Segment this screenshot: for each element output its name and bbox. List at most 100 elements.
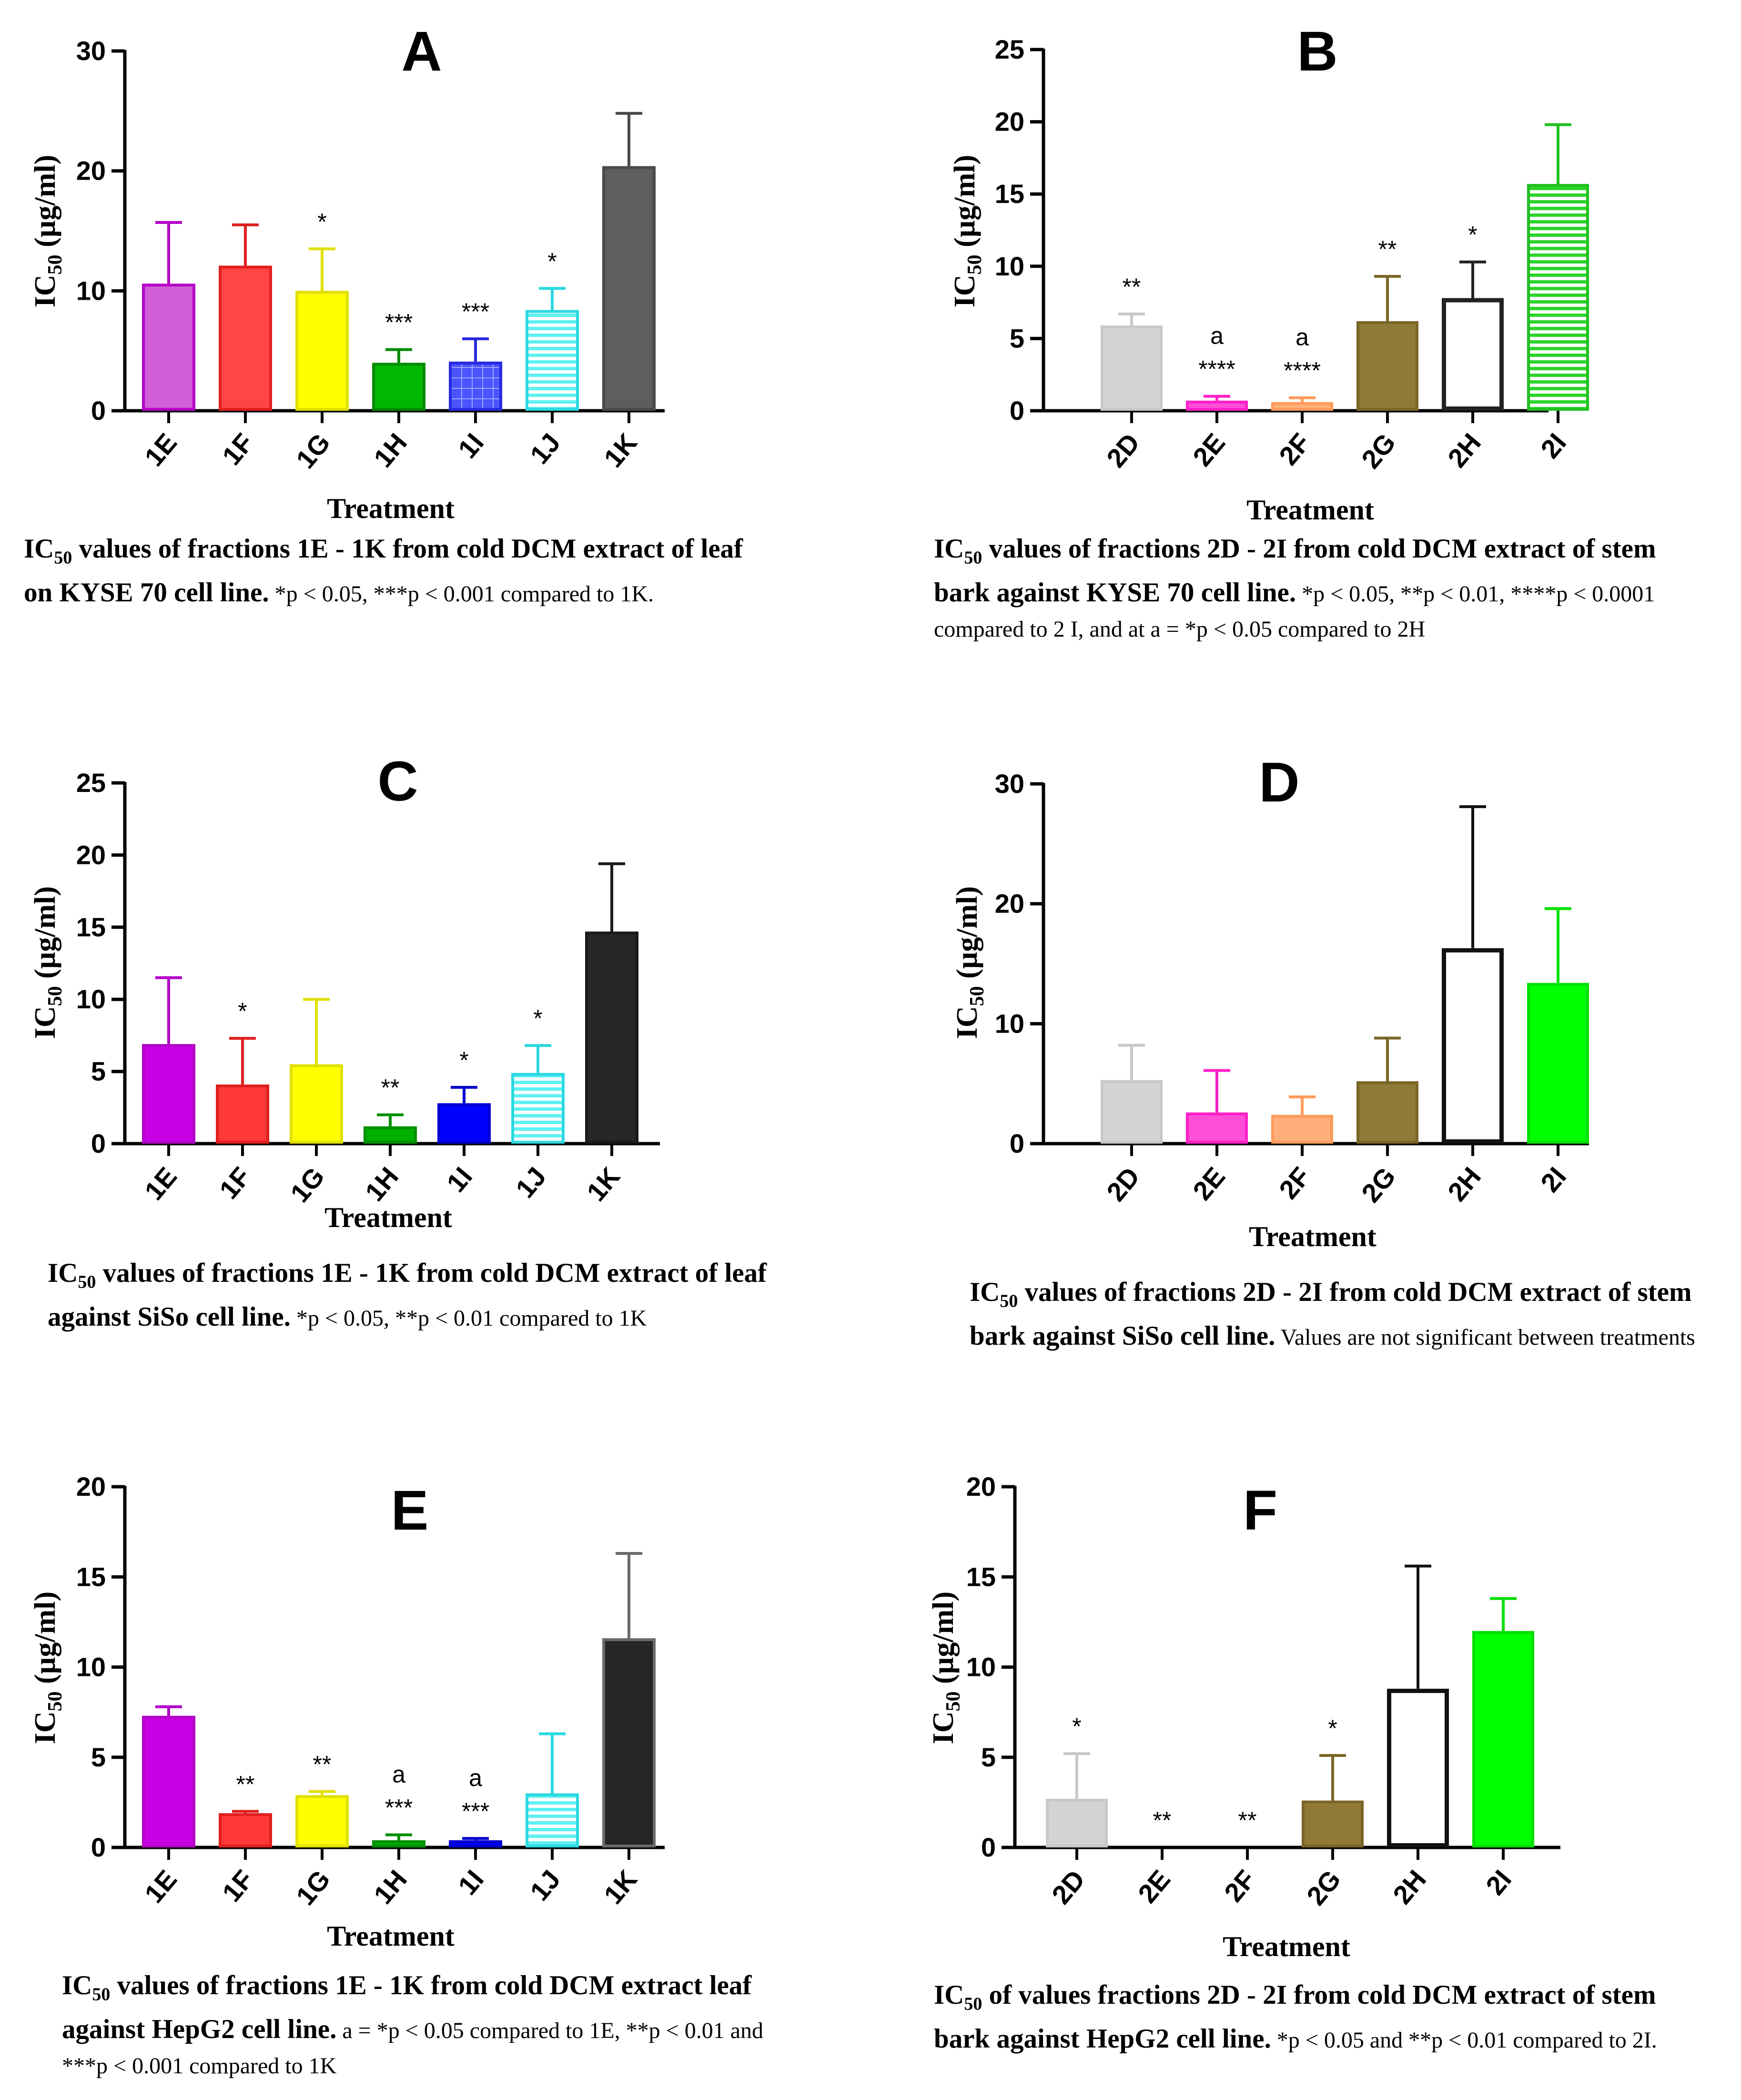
x-tick-label-1i: 1I — [441, 1161, 478, 1197]
bar-2i — [1527, 983, 1589, 1144]
bar-2d — [1101, 325, 1163, 411]
y-tick-label: 15 — [76, 1562, 106, 1592]
x-tick-label-1i: 1I — [452, 427, 489, 464]
x-tick-label-2g: 2G — [1356, 1161, 1401, 1208]
x-tick-label-2i: 2I — [1480, 1864, 1517, 1900]
y-tick-label: 0 — [91, 396, 106, 426]
bar-1i — [449, 1840, 502, 1848]
bar-2f — [1271, 1115, 1333, 1144]
caption-e-note: a = *p < 0.05 compared to 1E, **p < 0.01… — [62, 2018, 764, 2079]
x-tick-label-1g: 1G — [290, 427, 336, 474]
significance-1h: ** — [381, 1074, 400, 1101]
x-tick-label-2e: 2E — [1187, 1161, 1231, 1206]
mark-2e: a — [1210, 323, 1224, 349]
x-tick-label-2f: 2F — [1273, 427, 1316, 471]
x-tick-label-2e: 2E — [1132, 1864, 1176, 1908]
x-tick-label-2d: 2D — [1101, 1161, 1145, 1207]
caption-d-bold: IC50 values of fractions 2D - 2I from co… — [970, 1277, 1692, 1351]
significance-1h: *** — [385, 309, 413, 336]
x-tick-label-1f: 1F — [216, 1864, 259, 1907]
y-tick-label: 10 — [966, 1652, 996, 1682]
bar-2e — [1186, 400, 1248, 411]
x-tick-label-2d: 2D — [1046, 1864, 1091, 1909]
y-tick-label: 15 — [995, 179, 1024, 209]
panel-f: 0 5 10 15 20 F IC50 (µg/ml) Treatment 2D * 2E ** 2F *… — [927, 1471, 1560, 1962]
significance-1j: * — [547, 248, 557, 274]
mark-2f: a — [1296, 324, 1309, 351]
y-tick-label: 20 — [76, 840, 106, 870]
y-tick-label: 0 — [91, 1128, 106, 1158]
panel-letter-d: D — [1259, 751, 1299, 814]
y-tick-label: 20 — [995, 107, 1024, 137]
x-tick-label-1f: 1F — [216, 427, 259, 471]
bar-2h — [1387, 1688, 1449, 1847]
y-tick-label: 30 — [76, 36, 106, 66]
bar-2d — [1046, 1798, 1108, 1847]
x-tick-label-1e: 1E — [139, 427, 182, 472]
caption-c: IC50 values of fractions 1E - 1K from co… — [48, 1256, 791, 1336]
y-tick-label: 0 — [91, 1832, 106, 1862]
y-tick-label: 20 — [966, 1471, 996, 1501]
x-tick-label-2i: 2I — [1535, 427, 1572, 464]
bar-2f — [1271, 402, 1333, 411]
y-tick-label: 10 — [995, 251, 1024, 281]
significance-2h: * — [1468, 222, 1477, 248]
caption-b: IC50 values of fractions 2D - 2I from co… — [934, 531, 1696, 647]
caption-f: IC50 of values fractions 2D - 2I from co… — [934, 1978, 1696, 2058]
significance-2e: ** — [1153, 1807, 1172, 1834]
panel-letter-b: B — [1297, 20, 1337, 83]
x-tick-label-1h: 1H — [359, 1161, 404, 1207]
mark-1i: a — [469, 1765, 482, 1791]
caption-a-bold: IC50 values of fractions 1E - 1K from co… — [24, 534, 743, 608]
y-tick-label: 15 — [966, 1562, 996, 1592]
x-tick-label-1h: 1H — [368, 1864, 413, 1909]
y-tick-label: 0 — [1010, 396, 1024, 426]
significance-2f: ** — [1238, 1807, 1257, 1834]
significance-2d: ** — [1123, 274, 1141, 300]
caption-e-bold: IC50 values of fractions 1E - 1K from co… — [62, 1970, 752, 2045]
y-axis-label: IC50 (µg/ml) — [29, 1592, 66, 1745]
significance-1f: * — [238, 998, 247, 1025]
x-tick-label-1f: 1F — [213, 1161, 256, 1205]
bar-1e — [142, 1715, 195, 1848]
bar-2i — [1472, 1631, 1534, 1848]
caption-a: IC50 values of fractions 1E - 1K from co… — [24, 531, 767, 612]
bar-2h — [1442, 298, 1504, 411]
y-tick-label: 10 — [76, 984, 106, 1014]
x-tick-label-2i: 2I — [1535, 1161, 1572, 1197]
panel-e: 0 5 10 15 20 E IC50 (µg/ml) Treatment 1E 1F ** 1G **… — [29, 1471, 665, 1952]
y-tick-label: 0 — [1010, 1128, 1024, 1158]
y-tick-label: 20 — [995, 889, 1024, 919]
mark-1h: a — [392, 1761, 405, 1788]
x-tick-label-2g: 2G — [1301, 1864, 1346, 1911]
panel-c: 0 5 10 15 20 25 C IC50 (µg/ml) Treatment 1E 1F * 1G 1… — [29, 750, 660, 1233]
x-tick-label-1j: 1J — [524, 1864, 566, 1906]
x-tick-label-1h: 1H — [368, 427, 413, 473]
caption-b-note: *p < 0.05, **p < 0.01, ****p < 0.0001 co… — [934, 581, 1655, 642]
x-tick-label-1k: 1K — [598, 1864, 643, 1909]
y-tick-label: 20 — [76, 1471, 106, 1501]
y-axis-label: IC50 (µg/ml) — [29, 886, 66, 1039]
y-tick-label: 5 — [91, 1742, 106, 1772]
y-tick-label: 10 — [995, 1008, 1024, 1038]
significance-2f: **** — [1284, 357, 1321, 384]
y-axis-label: IC50 (µg/ml) — [29, 155, 66, 308]
significance-2g: * — [1328, 1715, 1337, 1742]
x-tick-label-2d: 2D — [1101, 427, 1145, 473]
bar-2g — [1356, 321, 1418, 411]
x-axis-label: Treatment — [1223, 1931, 1350, 1962]
x-tick-label-2g: 2G — [1356, 427, 1401, 474]
y-tick-label: 5 — [1010, 323, 1024, 353]
bar-1k — [602, 1638, 656, 1847]
caption-b-bold: IC50 values of fractions 2D - 2I from co… — [934, 534, 1656, 608]
bar-1e — [142, 1044, 195, 1144]
x-tick-label-2e: 2E — [1187, 427, 1231, 472]
y-tick-label: 10 — [76, 1652, 106, 1682]
caption-d: IC50 values of fractions 2D - 2I from co… — [970, 1275, 1722, 1355]
significance-1j: * — [533, 1005, 542, 1032]
significance-1i: * — [459, 1047, 468, 1074]
panel-d: 0 10 20 30 D IC50 (µg/ml) Treatment 2D 2E 2F 2G 2H 2… — [951, 751, 1589, 1252]
y-tick-label: 25 — [76, 768, 106, 798]
